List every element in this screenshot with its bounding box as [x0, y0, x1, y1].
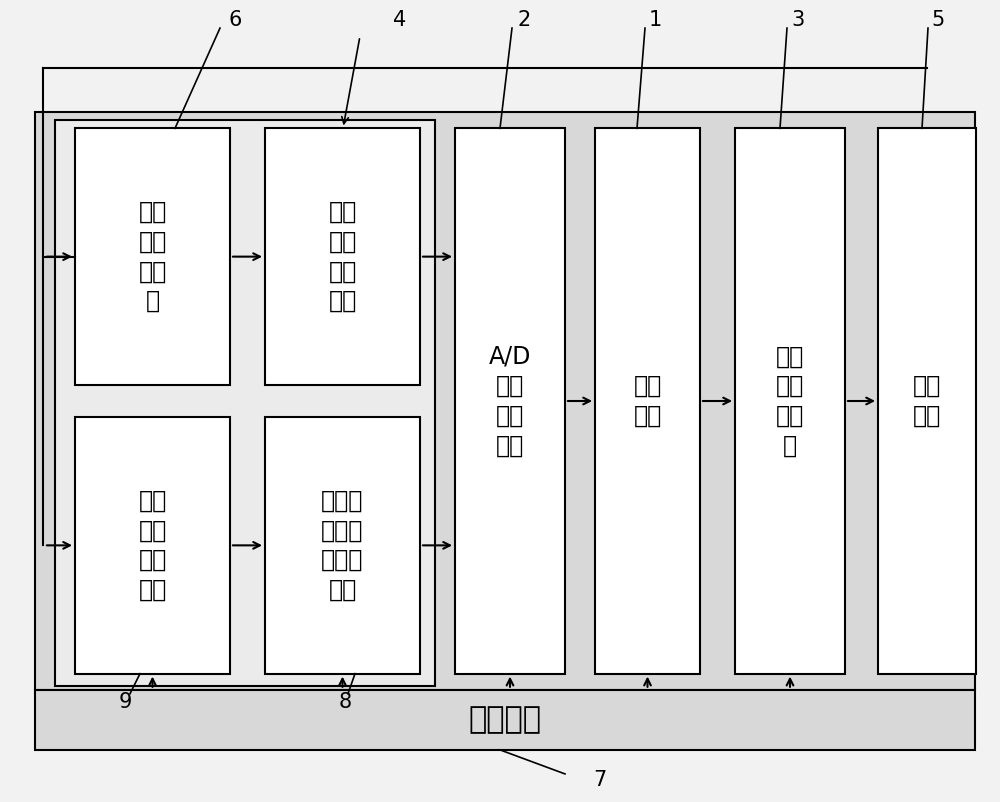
Text: 6: 6 [228, 10, 242, 30]
Bar [265, 417, 420, 674]
Text: A/D
转换
电路
模块: A/D 转换 电路 模块 [489, 344, 531, 458]
Text: 电源模块: 电源模块 [468, 705, 542, 735]
Bar [75, 128, 230, 385]
Text: 霍尔
电流
传感
器: 霍尔 电流 传感 器 [138, 200, 167, 314]
Text: 三相
功率
驱动
器: 三相 功率 驱动 器 [776, 344, 804, 458]
Bar [878, 128, 976, 674]
Bar [265, 128, 420, 385]
Text: 2: 2 [517, 10, 531, 30]
Text: 1: 1 [648, 10, 662, 30]
Text: 光电编
码器信
号调理
电路: 光电编 码器信 号调理 电路 [321, 488, 364, 602]
Bar [735, 128, 845, 674]
Bar [35, 690, 975, 750]
Text: 电流
信号
调理
电路: 电流 信号 调理 电路 [328, 200, 357, 314]
Text: 5: 5 [931, 10, 945, 30]
Text: 微处
理器: 微处 理器 [633, 375, 662, 427]
Text: 8: 8 [338, 692, 352, 711]
Text: 4: 4 [393, 10, 407, 30]
Bar [35, 112, 975, 690]
Bar [595, 128, 700, 674]
Text: 9: 9 [118, 692, 132, 711]
Text: 伺服
电机: 伺服 电机 [913, 375, 941, 427]
Text: 7: 7 [593, 770, 607, 789]
Bar [55, 120, 435, 686]
Bar [75, 417, 230, 674]
Text: 混合
式光
电编
码器: 混合 式光 电编 码器 [138, 488, 167, 602]
Bar [455, 128, 565, 674]
Text: 3: 3 [791, 10, 805, 30]
